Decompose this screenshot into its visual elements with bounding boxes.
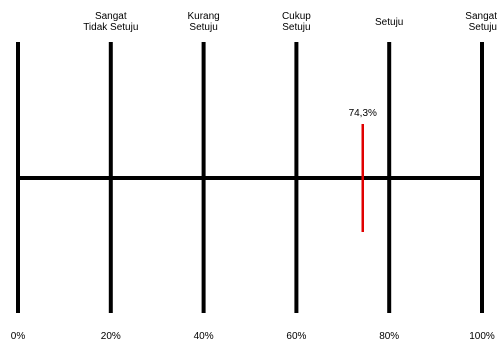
tick-label-4: 80% <box>379 331 399 342</box>
tick-label-3: 60% <box>286 331 306 342</box>
category-label-0: Sangat Tidak Setuju <box>83 11 138 33</box>
tick-label-5: 100% <box>469 331 495 342</box>
category-label-1: Kurang Setuju <box>187 11 219 33</box>
category-label-2: Cukup Setuju <box>282 11 311 33</box>
category-labels: Sangat Tidak Setuju Kurang Setuju Cukup Setuj… <box>83 11 497 33</box>
tick-label-2: 40% <box>194 331 214 342</box>
score-marker-label: 74,3% <box>349 108 377 119</box>
category-label-3: Setuju <box>375 17 403 28</box>
tick-label-0: 0% <box>11 331 26 342</box>
percent-tick-labels: 0% 20% 40% 60% 80% 100% <box>11 331 495 342</box>
category-label-4: Sangat Setuju <box>465 11 497 33</box>
tick-label-1: 20% <box>101 331 121 342</box>
